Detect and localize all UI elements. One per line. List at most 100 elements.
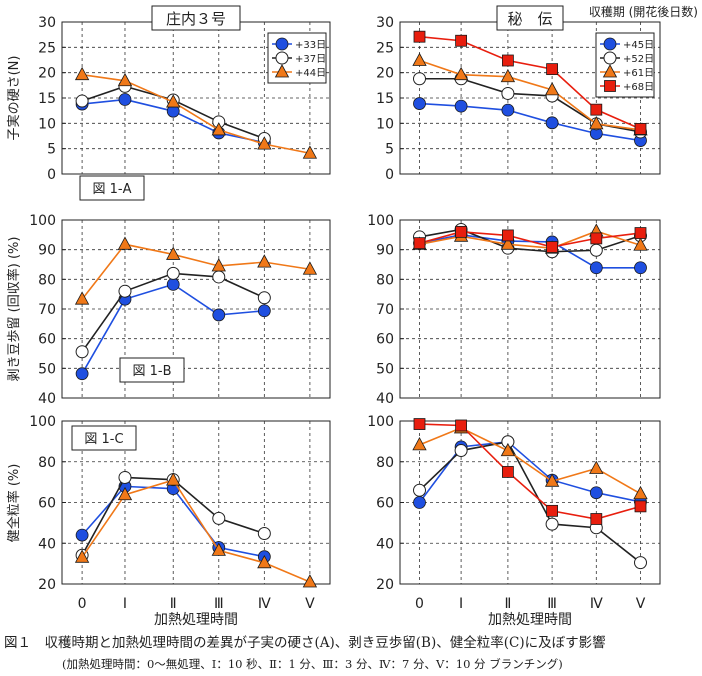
data-point	[166, 277, 180, 291]
panel-label-box	[119, 357, 185, 383]
data-point	[117, 486, 133, 501]
data-point	[117, 236, 133, 250]
data-point	[257, 526, 271, 540]
data-point	[74, 66, 90, 81]
series-line	[419, 231, 641, 248]
y-tick-label: 50	[38, 361, 56, 377]
data-point	[212, 270, 226, 284]
y-tick-label: 90	[38, 243, 56, 259]
data-point	[544, 82, 560, 96]
y-tick-label: 10	[38, 116, 56, 132]
data-point	[118, 470, 132, 484]
data-point	[454, 99, 468, 113]
y-tick-label: 100	[367, 213, 394, 229]
x-axis-title: 加熱処理時間	[488, 612, 572, 628]
data-point	[589, 243, 603, 257]
data-point	[455, 225, 468, 238]
data-point	[546, 241, 558, 253]
x-axis-title: 加熱処理時間	[154, 612, 238, 628]
data-point	[546, 63, 558, 76]
series-line	[81, 243, 311, 300]
series-line	[418, 440, 641, 503]
data-point	[546, 504, 558, 517]
data-point	[166, 246, 181, 260]
y-tick-label: 100	[29, 213, 56, 229]
y-tick-label: 30	[38, 15, 56, 31]
panel-title-box	[496, 5, 564, 31]
y-tick-label: 5	[47, 142, 56, 158]
data-point	[413, 30, 426, 43]
data-point	[413, 418, 426, 430]
legend-label: +37日	[295, 54, 326, 65]
y-tick-label: 20	[38, 577, 56, 593]
data-point	[75, 528, 89, 542]
y-tick-label: 80	[38, 455, 56, 471]
y-tick-label: 60	[376, 496, 394, 512]
y-tick-label: 70	[38, 302, 56, 318]
series-line	[419, 230, 641, 249]
series-line	[419, 234, 641, 269]
y-tick-label: 0	[47, 167, 56, 183]
data-point	[633, 485, 648, 500]
y-tick-label: 10	[376, 116, 394, 132]
data-point	[454, 444, 468, 458]
series-line	[81, 485, 265, 558]
data-point	[166, 472, 181, 486]
y-tick-label: 100	[29, 414, 56, 430]
x-tick-label: Ⅲ	[214, 596, 224, 612]
data-point	[117, 72, 133, 87]
legend-marker	[603, 51, 617, 65]
data-point	[412, 436, 427, 451]
panel-label: 図 1-C	[84, 432, 123, 447]
y-tick-label: 5	[385, 142, 394, 158]
x-tick-label: Ⅰ	[123, 596, 127, 612]
y-tick-label: 60	[38, 332, 56, 348]
data-point	[413, 496, 426, 509]
x-tick-label: Ⅴ	[636, 596, 646, 612]
data-point	[501, 86, 515, 100]
data-point	[302, 574, 318, 588]
panel-label-box	[79, 175, 145, 201]
data-point	[545, 116, 559, 130]
x-tick-label: Ⅱ	[504, 596, 511, 612]
data-point	[589, 486, 603, 500]
figure-note: (加熱処理時間：0～無処理、Ⅰ：10 秒、Ⅱ：1 分、Ⅲ：3 分、Ⅳ：7 分、Ⅴ…	[62, 657, 563, 671]
panel-title: 庄内３号	[166, 10, 226, 28]
legend-label: +33日	[295, 40, 326, 51]
data-point	[413, 483, 426, 497]
y-tick-label: 20	[376, 577, 394, 593]
series-line	[419, 423, 641, 520]
legend-label: +61日	[623, 68, 654, 79]
data-point	[118, 93, 132, 106]
series-line	[419, 427, 641, 495]
data-point	[544, 473, 560, 487]
data-point	[545, 517, 559, 531]
y-tick-label: 25	[376, 40, 394, 56]
legend-label: +45日	[623, 40, 654, 51]
series-line	[81, 479, 311, 583]
y-tick-label: 80	[38, 272, 56, 288]
series-line	[419, 228, 641, 253]
data-point	[211, 258, 226, 272]
data-point	[501, 103, 515, 117]
data-point	[633, 237, 648, 251]
y-tick-label: 15	[38, 91, 56, 107]
data-point	[257, 136, 272, 150]
data-point	[634, 500, 647, 513]
panel-label-box	[71, 425, 137, 451]
data-point	[453, 66, 469, 81]
data-point	[75, 345, 89, 359]
y-tick-label: 70	[376, 302, 394, 318]
x-tick-label: Ⅳ	[590, 596, 603, 612]
panel-title-box	[151, 5, 241, 31]
data-point	[257, 304, 271, 318]
data-point	[589, 116, 604, 130]
data-point	[166, 266, 180, 280]
series-line	[419, 102, 641, 142]
legend-marker	[603, 37, 617, 51]
data-point	[501, 54, 514, 67]
y-tick-label: 50	[376, 361, 394, 377]
series-line	[419, 35, 641, 130]
legend-marker	[275, 51, 289, 65]
